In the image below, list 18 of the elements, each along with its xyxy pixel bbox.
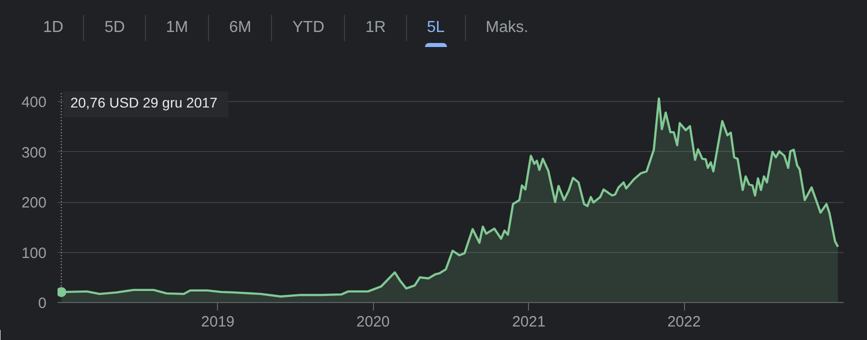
text: YTD: [292, 19, 324, 36]
y-tick-label: 400: [21, 94, 47, 112]
x-tick-label: 2019: [201, 314, 235, 330]
text: 1M: [166, 19, 188, 36]
x-tick-label: 2021: [512, 314, 546, 330]
text: 1R: [365, 19, 386, 36]
text: 5D: [104, 19, 125, 36]
y-tick-label: 100: [21, 244, 47, 262]
y-tick-label: 0: [38, 295, 46, 312]
text: 1D: [43, 19, 64, 36]
y-tick-label: 300: [21, 144, 47, 162]
y-tick-label: 200: [21, 194, 47, 212]
x-tick-label: 2022: [667, 314, 701, 330]
text: Maks.: [486, 19, 528, 36]
x-tick-label: 2020: [356, 314, 390, 330]
text: 5L: [426, 19, 445, 36]
annotation: 20,76 USD 29 gru 2017: [70, 94, 218, 110]
text: 6M: [229, 19, 252, 36]
